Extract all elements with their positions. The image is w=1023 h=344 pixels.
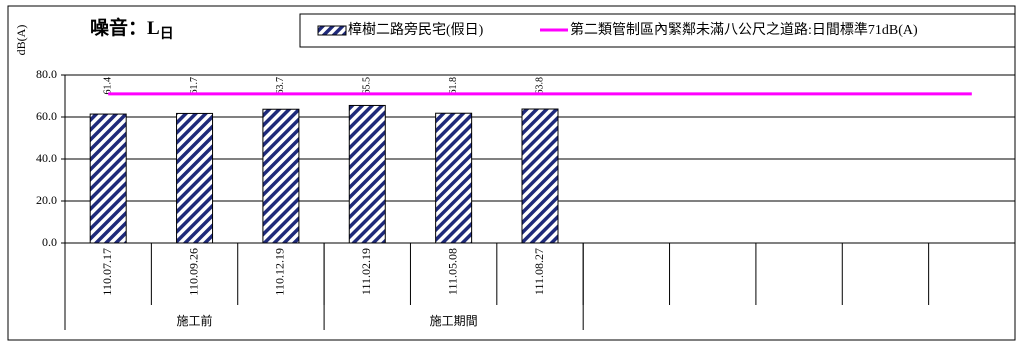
frame: [7, 5, 1016, 341]
x-tick-label: 110.07.17: [100, 248, 114, 296]
x-tick-label: 110.09.26: [186, 248, 200, 296]
bar: [89, 113, 127, 244]
bar: [176, 112, 214, 244]
x-tick-label: 111.05.08: [445, 248, 459, 295]
legend-swatch: [317, 25, 347, 36]
value-label: 63.8: [534, 77, 545, 95]
y-tick-label: 80.0: [36, 67, 57, 81]
x-tick-label: 111.08.27: [532, 248, 546, 295]
value-label: 65.5: [362, 77, 373, 95]
y-tick-label: 20.0: [36, 193, 57, 207]
value-label: 61.8: [448, 77, 459, 95]
value-label: 61.7: [189, 77, 200, 95]
x-tick-label: 111.02.19: [359, 248, 373, 295]
y-tick-label: 60.0: [36, 109, 57, 123]
bar: [435, 112, 473, 244]
x-tick-label: 110.12.19: [273, 248, 287, 296]
y-tick-label: 0.0: [42, 235, 57, 249]
chart-title: 噪音：L日: [90, 16, 174, 42]
value-label: 63.7: [275, 77, 286, 95]
group-label: 施工期間: [430, 314, 478, 328]
legend: [299, 13, 1016, 48]
bar: [521, 108, 559, 244]
bar: [348, 104, 386, 244]
legend-label: 第二類管制區內緊鄰未滿八公尺之道路:日間標準71dB(A): [570, 21, 918, 38]
bar: [262, 108, 300, 244]
y-tick-label: 40.0: [36, 151, 57, 165]
group-label: 施工前: [177, 313, 213, 328]
value-label: 61.4: [102, 77, 113, 95]
title-sub: 日: [160, 26, 174, 42]
legend-label: 樟樹二路旁民宅(假日): [348, 21, 484, 38]
title-main: 噪音：L: [90, 16, 160, 39]
y-axis-label: dB(A): [14, 25, 28, 56]
